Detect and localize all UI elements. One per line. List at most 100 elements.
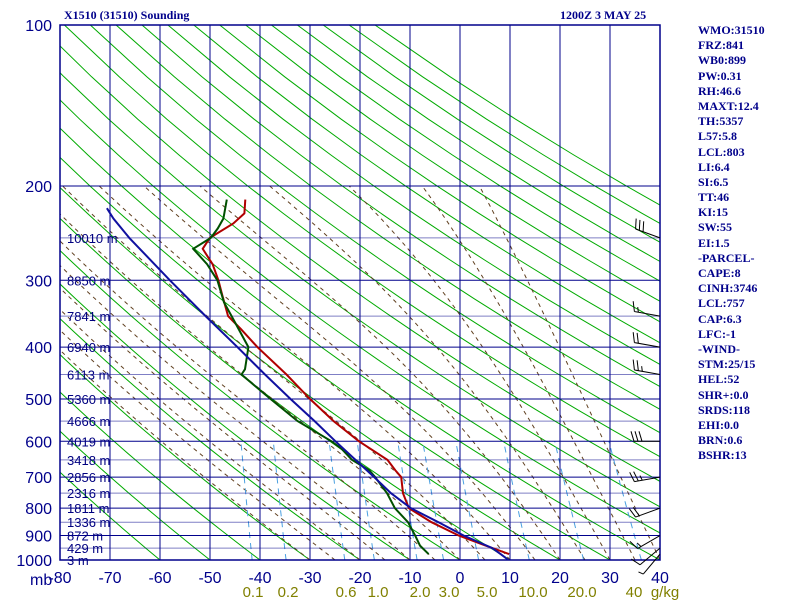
index-item: L57:5.8	[698, 129, 737, 144]
index-item: SW:55	[698, 220, 733, 235]
mixing-ratio-label: g/kg	[651, 584, 679, 600]
index-item: CINH:3746	[698, 281, 758, 296]
pressure-tick-label: 700	[25, 470, 52, 487]
mixing-ratio-label: 5.0	[477, 584, 498, 600]
wind-barb-staff	[634, 476, 661, 483]
index-item: -WIND-	[698, 341, 740, 356]
dry-adiabat-line	[64, 25, 660, 458]
height-label: 4666 m	[67, 414, 110, 429]
mixing-ratio-label: 20.0	[567, 584, 596, 600]
pressure-tick-label: 100	[25, 18, 52, 35]
index-item: BSHR:13	[698, 448, 747, 463]
mixing-ratio-label: 3.0	[439, 584, 460, 600]
height-label: 2856 m	[67, 470, 110, 485]
index-item: TH:5357	[698, 114, 744, 129]
wind-barb-half-flag	[638, 571, 644, 575]
mixing-ratio-line	[240, 441, 253, 560]
index-item: BRN:0.6	[698, 433, 743, 448]
height-label: 1336 m	[67, 515, 110, 530]
wind-barb	[635, 218, 661, 239]
wind-barb-staff	[639, 547, 661, 566]
height-label: 872 m	[67, 529, 103, 544]
wind-barb-staff	[634, 311, 661, 317]
wind-barb	[629, 535, 661, 549]
wind-barb-flag	[631, 558, 641, 566]
mixing-ratio-label: 0.1	[243, 584, 264, 600]
stability-indices-panel: WMO:31510 FRZ:841 WB0:899 PW:0.31 RH:46.6 MAX…	[698, 23, 798, 463]
temperature-tick-label: 10	[501, 570, 519, 587]
temperature-tick-label: 0	[456, 570, 465, 587]
moist-adiabat-line	[60, 308, 361, 560]
wind-barb-flag	[628, 508, 636, 518]
wind-barb-flag	[632, 507, 640, 516]
wind-barb-flag	[634, 431, 639, 442]
height-label: 4019 m	[67, 434, 110, 449]
moist-adiabat-line	[421, 185, 636, 560]
temperature-tick-label: -30	[298, 570, 321, 587]
index-item: LCL:757	[698, 296, 745, 311]
pressure-tick-label: 800	[25, 501, 52, 518]
temperature-tick-label: -40	[248, 570, 271, 587]
index-item: EI:1.5	[698, 235, 730, 250]
height-label: 8850 m	[67, 273, 110, 288]
index-item: WB0:899	[698, 53, 746, 68]
moist-adiabat-line	[60, 264, 411, 560]
height-label: 2316 m	[67, 486, 110, 501]
parcel-line	[106, 207, 510, 560]
wind-barb-staff	[634, 369, 661, 375]
wind-barb-flag	[636, 360, 639, 371]
plot-frame	[59, 24, 661, 561]
height-label: 3 m	[67, 553, 89, 568]
height-label: 6940 m	[67, 340, 110, 355]
adiabat-lines	[60, 25, 660, 560]
index-item: HEL:52	[698, 372, 740, 387]
temperature-tick-label: -20	[348, 570, 371, 587]
index-item: CAP:6.3	[698, 311, 742, 326]
pressure-tick-label: 500	[25, 392, 52, 409]
temperature-tick-label: 20	[551, 570, 569, 587]
index-item: WMO:31510	[698, 23, 765, 37]
mixing-ratio-line	[608, 441, 642, 560]
index-item: KI:15	[698, 205, 728, 220]
temperature-tick-label: 30	[601, 570, 619, 587]
index-item: SRDS:118	[698, 402, 751, 417]
index-item: RH:46.6	[698, 83, 741, 98]
pressure-temperature-grid	[59, 24, 661, 561]
index-item: EHI:0.0	[698, 417, 740, 432]
index-item: -PARCEL-	[698, 250, 755, 265]
mixing-ratio-label: 40	[626, 584, 643, 600]
wind-barb-flag	[633, 471, 639, 482]
temperature-tick-label: -50	[198, 570, 221, 587]
wind-barbs	[628, 218, 661, 575]
wind-barb-flag	[632, 301, 635, 312]
height-label: 429 m	[67, 541, 103, 556]
wind-barb-staff	[635, 228, 661, 239]
index-item: FRZ:841	[698, 38, 744, 53]
wind-barb-staff	[637, 535, 661, 549]
mixing-ratio-line	[328, 441, 346, 560]
dewpoint-line	[191, 199, 430, 555]
wind-barb	[632, 332, 661, 348]
mixing-ratio-line	[455, 441, 480, 560]
mixing-ratio-line	[503, 441, 530, 560]
dry-adiabat-line	[60, 283, 411, 560]
wind-barb	[630, 431, 660, 442]
wind-barb-half-flag	[637, 307, 639, 313]
wind-barb	[628, 507, 661, 518]
pressure-tick-label: 1000	[16, 553, 52, 570]
mixing-ratio-line	[554, 441, 585, 560]
temperature-tick-label: -70	[98, 570, 121, 587]
profile-traces	[106, 199, 510, 560]
mixing-ratio-line	[272, 441, 287, 560]
wind-barb	[632, 359, 661, 375]
mixing-ratio-label: 0.6	[336, 584, 357, 600]
wind-barb-flag	[632, 359, 635, 371]
height-label: 5360 m	[67, 392, 110, 407]
index-item: LI:6.4	[698, 159, 730, 174]
height-label: 3418 m	[67, 453, 110, 468]
index-item: PW:0.31	[698, 68, 742, 83]
dry-adiabat-line	[60, 45, 660, 482]
index-item: STM:25/15	[698, 357, 756, 372]
